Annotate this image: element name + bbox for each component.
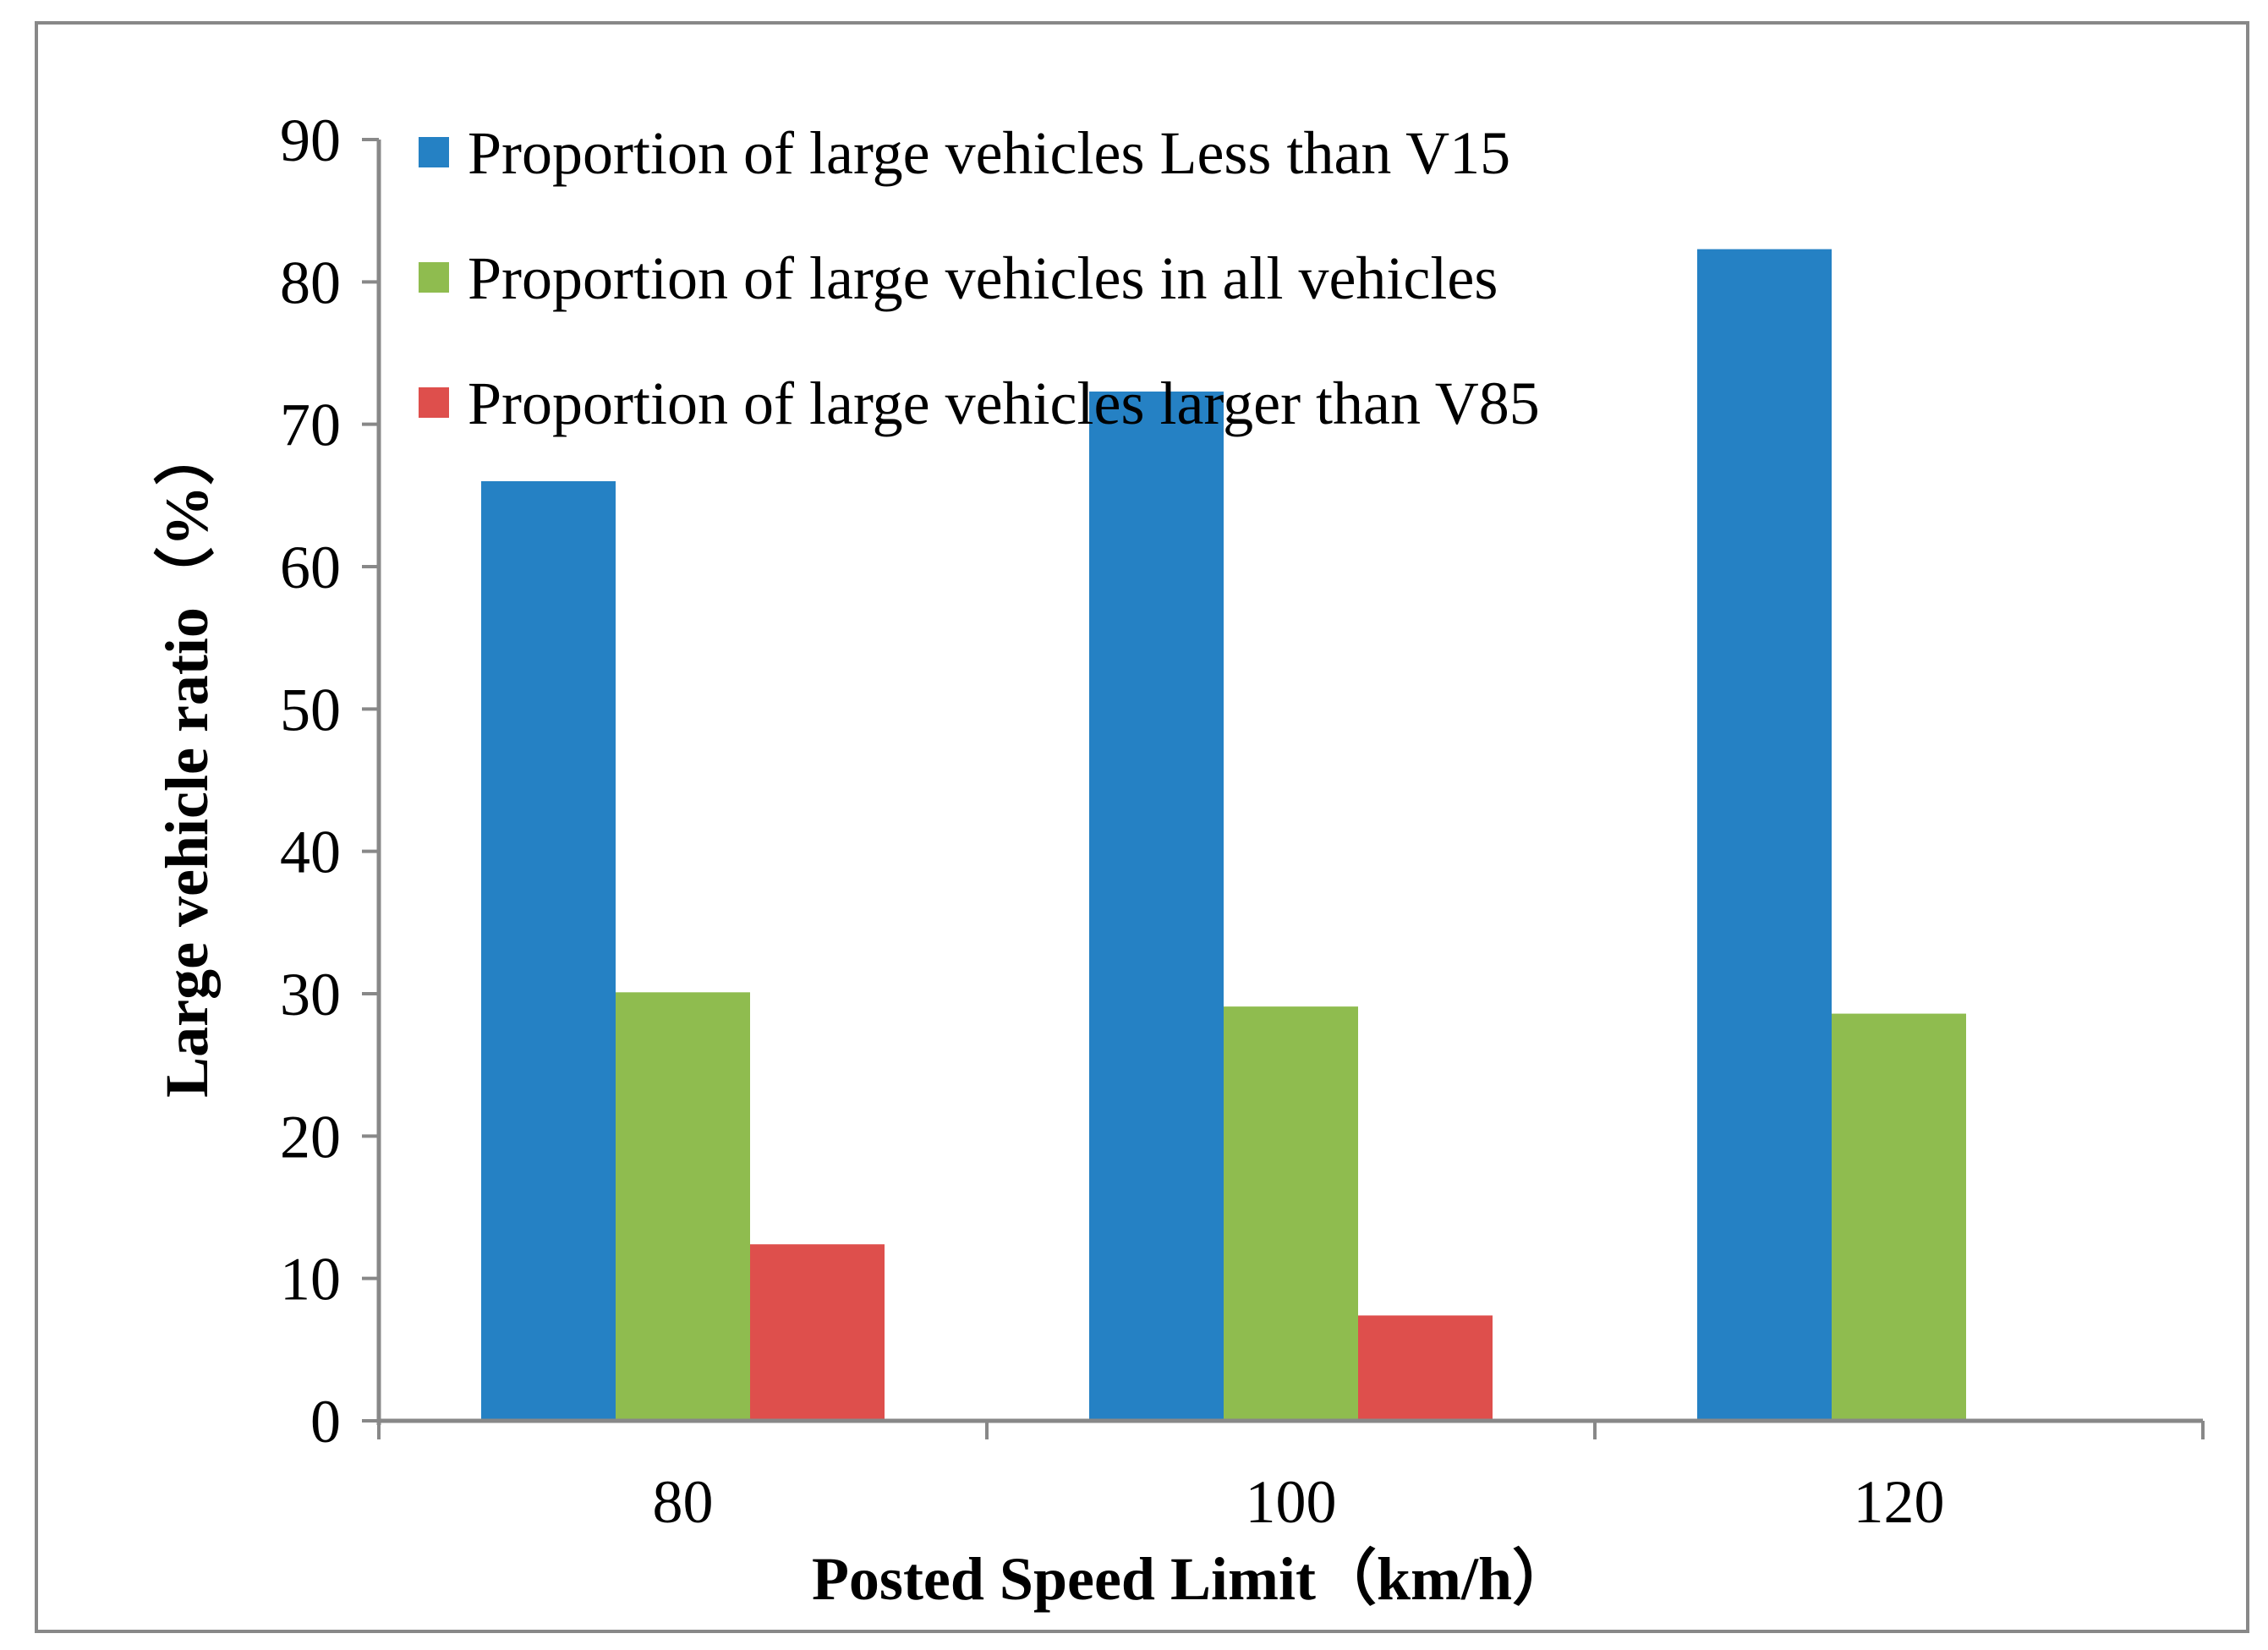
legend-swatch-2 — [419, 262, 449, 293]
legend-swatch-1 — [419, 137, 449, 167]
bar-100-series-1 — [1089, 391, 1224, 1422]
bar-80-series-2 — [616, 992, 750, 1421]
y-axis-title: Large vehicle ratio（%） — [153, 425, 221, 1098]
y-tick-label: 90 — [280, 107, 341, 174]
legend-label-1: Proportion of large vehicles Less than V… — [468, 119, 1510, 187]
bar-120-series-2 — [1832, 1013, 1966, 1421]
legend-swatch-3 — [419, 387, 449, 418]
y-tick-label: 20 — [280, 1103, 341, 1170]
y-tick-label: 70 — [280, 392, 341, 459]
bar-80-series-1 — [481, 481, 616, 1421]
x-tick-label: 80 — [653, 1468, 714, 1536]
y-tick-label: 10 — [280, 1246, 341, 1313]
bar-80-series-3 — [750, 1244, 885, 1421]
bar-100-series-2 — [1224, 1006, 1358, 1421]
y-tick-label: 80 — [280, 249, 341, 316]
y-tick-label: 60 — [280, 534, 341, 601]
legend-label-3: Proportion of large vehicles larger than… — [468, 370, 1540, 437]
y-tick-label: 50 — [280, 676, 341, 743]
bar-120-series-1 — [1697, 249, 1832, 1421]
x-tick-label: 100 — [1246, 1468, 1337, 1536]
bar-100-series-3 — [1358, 1315, 1493, 1421]
y-tick-label: 0 — [310, 1388, 341, 1455]
y-tick-label: 30 — [280, 961, 341, 1028]
y-tick-label: 40 — [280, 819, 341, 886]
legend-label-2: Proportion of large vehicles in all vehi… — [468, 244, 1498, 312]
x-axis-title: Posted Speed Limit（km/h） — [812, 1545, 1573, 1613]
x-tick-label: 120 — [1854, 1468, 1945, 1536]
